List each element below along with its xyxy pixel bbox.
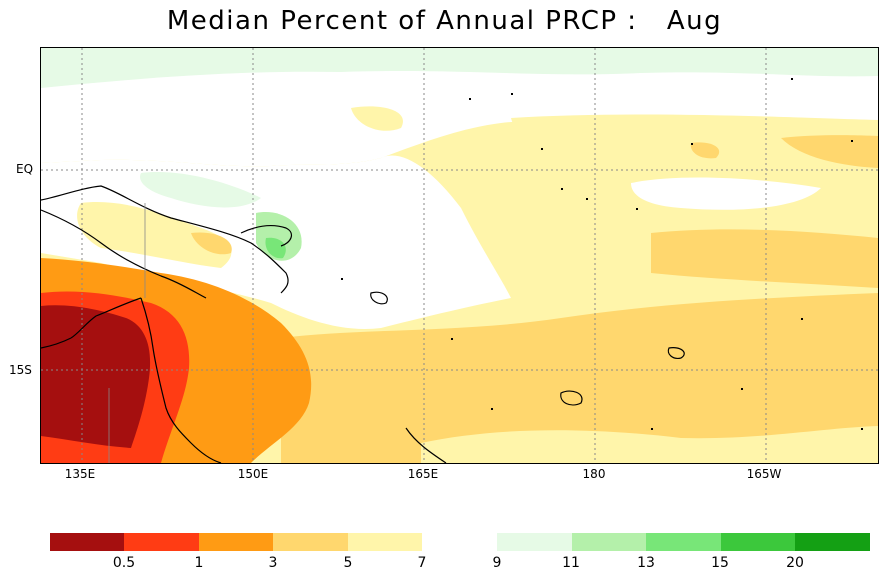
x-label-165e: 165E [407,467,439,481]
colorbar-wet [497,533,870,551]
map-canvas [41,48,878,463]
colorbar-dry-seg-5 [348,533,422,551]
region-darkred-aus [41,305,151,448]
y-label-15s: 15S [9,363,32,377]
colorbar-tick-7: 7 [417,555,427,571]
map-title: Median Percent of Annual PRCP : Aug [166,6,723,36]
x-label-180: 180 [582,467,606,481]
x-label-135e: 135E [64,467,96,481]
colorbar-tick-13: 13 [637,555,655,571]
region-gold-south [281,293,878,463]
patch-north-3 [781,135,878,168]
region-light-green-north [41,48,878,88]
colorbar-wet-seg-3 [646,533,721,551]
colorbar-tick-3: 3 [268,555,278,571]
region-green-ng [140,172,261,208]
colorbar-tick-5: 5 [343,555,353,571]
islands [341,78,863,430]
colorbar-wet-seg-1 [497,533,572,551]
colorbar-dry-seg-3 [199,533,273,551]
region-white-east [631,177,821,210]
colorbar-tick-0-5: 0.5 [112,555,136,571]
colorbar-tick-20: 20 [786,555,804,571]
patch-north-4 [690,142,720,159]
colorbar-dry-seg-2 [124,533,199,551]
region-gold-east [651,229,878,288]
region-yellow-south [421,426,878,463]
x-label-150e: 150E [237,467,269,481]
colorbar-tick-11: 11 [562,555,580,571]
region-white-north [41,48,878,167]
colorbar-wet-seg-5 [795,533,870,551]
colorbar-dry [50,533,422,551]
region-yellow-ng [77,202,232,268]
x-label-165w: 165W [746,467,782,481]
colorbar-tick-15: 15 [711,555,729,571]
colorbar-tick-1: 1 [194,555,204,571]
colorbar-dry-seg-4 [273,533,348,551]
precipitation-map [40,47,879,464]
region-gold-ng [191,232,232,255]
colorbar-dry-seg-1 [50,533,124,551]
patch-north-1 [351,106,403,131]
colorbar-wet-seg-4 [721,533,795,551]
colorbar-tick-9: 9 [492,555,502,571]
grid-lines [41,48,878,463]
colorbar-wet-seg-2 [572,533,646,551]
coastlines [41,185,685,463]
y-label-eq: EQ [16,162,34,176]
boundaries [108,203,146,463]
region-green-3 [265,237,286,259]
